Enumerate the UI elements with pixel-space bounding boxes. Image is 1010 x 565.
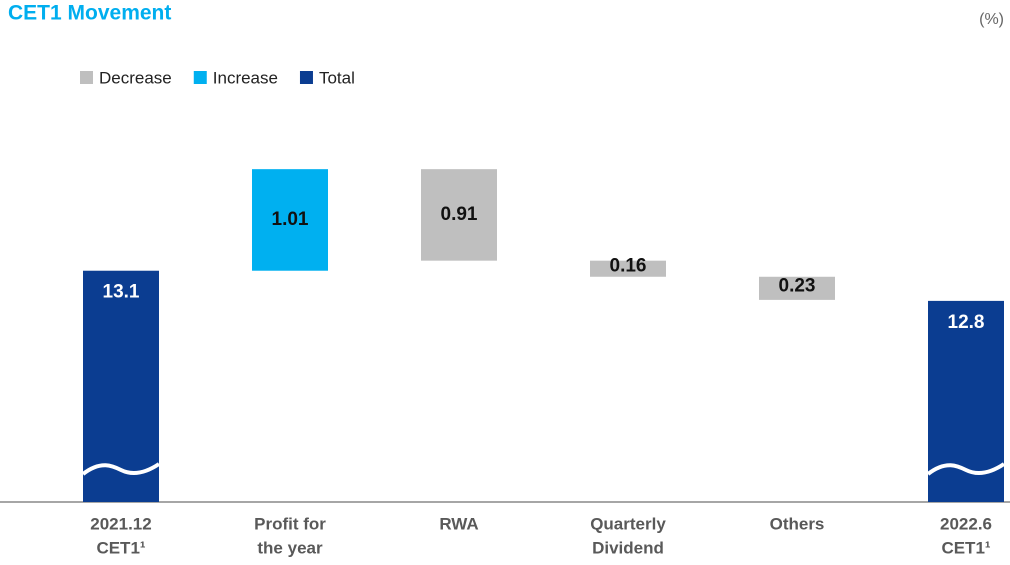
chart-title: CET1 Movement bbox=[8, 2, 171, 25]
x-tick-label: Quarterly bbox=[590, 514, 666, 533]
axis-break bbox=[926, 462, 1006, 476]
x-tick-label: 2022.6 bbox=[940, 514, 992, 533]
x-tick-label: CET1¹ bbox=[941, 538, 990, 557]
legend-swatch bbox=[193, 71, 207, 84]
value-label: 0.16 bbox=[610, 256, 647, 277]
bar bbox=[252, 169, 328, 271]
x-tick-label: the year bbox=[257, 538, 323, 557]
value-label: 13.1 bbox=[103, 282, 140, 303]
bar bbox=[590, 260, 666, 277]
bar bbox=[83, 270, 159, 502]
legend-label: Total bbox=[319, 68, 355, 87]
bar bbox=[421, 169, 497, 261]
legend-label: Decrease bbox=[99, 68, 172, 87]
value-label: 0.91 bbox=[441, 204, 478, 225]
x-tick-label: Others bbox=[770, 514, 825, 533]
value-label: 12.8 bbox=[948, 312, 985, 333]
value-label: 0.23 bbox=[779, 275, 816, 296]
bar bbox=[759, 276, 835, 300]
legend-label: Increase bbox=[213, 68, 278, 87]
legend-swatch bbox=[80, 71, 93, 84]
unit-label: (%) bbox=[979, 11, 1004, 28]
x-tick-label: CET1¹ bbox=[96, 538, 145, 557]
legend-swatch bbox=[299, 71, 313, 84]
x-tick-label: Dividend bbox=[592, 538, 664, 557]
axis-break bbox=[81, 462, 161, 476]
x-tick-label: Profit for bbox=[254, 514, 326, 533]
x-tick-label: RWA bbox=[439, 514, 478, 533]
value-label: 1.01 bbox=[272, 209, 309, 230]
x-tick-label: 2021.12 bbox=[90, 514, 151, 533]
